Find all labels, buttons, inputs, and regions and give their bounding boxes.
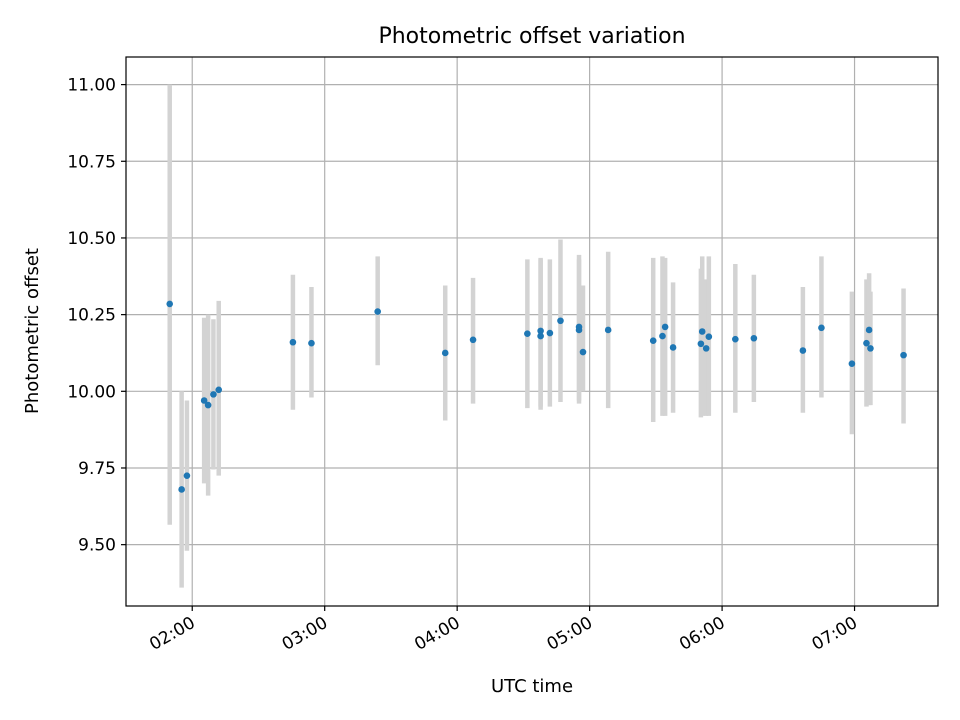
data-point: [867, 345, 874, 352]
data-point: [546, 329, 554, 337]
data-point: [750, 334, 758, 342]
data-point: [848, 360, 856, 368]
data-point: [799, 347, 807, 354]
data-point: [659, 332, 666, 340]
data-point: [604, 326, 612, 334]
data-point: [698, 328, 706, 335]
data-point: [537, 332, 544, 340]
data-point: [669, 344, 677, 351]
y-tick-label: 9.50: [78, 536, 116, 556]
y-tick-label: 10.25: [67, 306, 116, 326]
y-tick-label: 10.00: [67, 382, 116, 402]
data-point: [441, 349, 449, 357]
y-tick-label: 11.00: [67, 76, 116, 96]
y-tick-label: 10.75: [67, 152, 116, 172]
data-point: [702, 345, 710, 352]
data-point: [374, 308, 381, 315]
x-axis-label: UTC time: [491, 676, 573, 697]
data-point: [579, 348, 587, 356]
data-point: [178, 486, 185, 493]
data-point: [215, 386, 223, 394]
data-point: [524, 330, 531, 337]
data-point: [697, 340, 705, 348]
y-tick-label: 9.75: [78, 459, 116, 479]
data-point: [575, 323, 583, 331]
data-point: [469, 336, 477, 344]
y-axis-ticks: 9.50 9.75 10.00 10.25 10.50 10.75 11.00: [67, 76, 126, 556]
chart-title: Photometric offset variation: [378, 24, 685, 49]
data-point: [732, 335, 739, 343]
y-tick-label: 10.50: [67, 229, 116, 249]
data-point: [204, 401, 212, 409]
data-point: [900, 351, 907, 359]
data-point: [537, 327, 544, 335]
data-point: [200, 397, 208, 404]
data-point: [865, 326, 873, 334]
y-axis-label: Photometric offset: [22, 248, 43, 414]
data-point: [308, 339, 315, 347]
data-point: [289, 338, 297, 346]
data-point: [166, 300, 174, 308]
data-point: [557, 317, 564, 325]
data-point: [649, 337, 657, 345]
data-point: [705, 333, 713, 341]
data-point: [183, 472, 191, 479]
data-point: [210, 391, 217, 398]
plot-frame: [125, 56, 939, 607]
data-points: [166, 300, 907, 493]
data-point: [818, 324, 825, 332]
data-point: [863, 339, 870, 347]
data-point: [661, 323, 669, 331]
